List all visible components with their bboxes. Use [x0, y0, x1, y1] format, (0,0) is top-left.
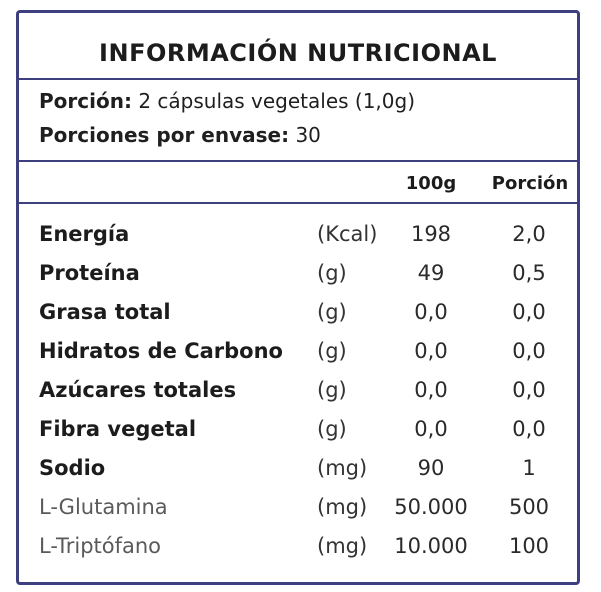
column-header-100g: 100g	[405, 173, 457, 194]
nutrient-name: Fibra vegetal	[39, 417, 197, 441]
nutrient-value-100g: 50.000	[394, 495, 468, 519]
nutrient-value-100g: 0,0	[414, 339, 448, 363]
nutrient-name: L-Glutamina	[39, 495, 168, 519]
nutrient-row-total-fat: Grasa total (g) 0,0 0,0	[19, 300, 577, 334]
nutrient-value-portion: 0,5	[512, 261, 546, 285]
nutrient-value-portion: 500	[508, 495, 550, 519]
nutrient-row-l-tryptophan: L-Triptófano (mg) 10.000 100	[19, 534, 577, 568]
nutrient-unit: (g)	[317, 261, 347, 285]
divider-serving	[19, 160, 577, 162]
label-title: INFORMACIÓN NUTRICIONAL	[99, 39, 497, 67]
nutrient-value-100g: 90	[417, 456, 445, 480]
serving-size-line: Porción: 2 cápsulas vegetales (1,0g)	[39, 89, 415, 113]
nutrient-name: Sodio	[39, 456, 106, 480]
nutrient-row-total-sugars: Azúcares totales (g) 0,0 0,0	[19, 378, 577, 412]
nutrient-value-portion: 1	[522, 456, 536, 480]
nutrient-value-100g: 198	[410, 222, 452, 246]
nutrient-value-100g: 0,0	[414, 300, 448, 324]
nutrient-name: Energía	[39, 222, 130, 246]
nutrient-value-portion: 0,0	[512, 378, 546, 402]
nutrient-name: Grasa total	[39, 300, 171, 324]
nutrient-name: Hidratos de Carbono	[39, 339, 283, 363]
nutrient-row-dietary-fiber: Fibra vegetal (g) 0,0 0,0	[19, 417, 577, 451]
serving-size-value: 2 cápsulas vegetales (1,0g)	[138, 89, 416, 113]
column-header-portion: Porción	[491, 173, 569, 194]
nutrient-row-carbohydrates: Hidratos de Carbono (g) 0,0 0,0	[19, 339, 577, 373]
servings-per-container-label: Porciones por envase:	[39, 123, 290, 147]
servings-per-container-line: Porciones por envase: 30	[39, 123, 321, 147]
servings-per-container-value: 30	[295, 123, 321, 147]
nutrient-value-100g: 10.000	[394, 534, 468, 558]
nutrient-name: Azúcares totales	[39, 378, 237, 402]
nutrient-row-l-glutamine: L-Glutamina (mg) 50.000 500	[19, 495, 577, 529]
nutrient-unit: (mg)	[317, 495, 368, 519]
nutrient-unit: (g)	[317, 378, 347, 402]
nutrient-unit: (Kcal)	[317, 222, 378, 246]
nutrient-value-portion: 2,0	[512, 222, 546, 246]
nutrient-value-portion: 0,0	[512, 339, 546, 363]
nutrient-value-100g: 0,0	[414, 378, 448, 402]
nutrient-value-portion: 0,0	[512, 417, 546, 441]
nutrient-row-energy: Energía (Kcal) 198 2,0	[19, 222, 577, 256]
nutrient-name: L-Triptófano	[39, 534, 162, 558]
nutrient-value-100g: 49	[417, 261, 445, 285]
nutrient-unit: (mg)	[317, 456, 368, 480]
nutrient-unit: (g)	[317, 339, 347, 363]
nutrient-row-protein: Proteína (g) 49 0,5	[19, 261, 577, 295]
nutrient-unit: (mg)	[317, 534, 368, 558]
nutrient-name: Proteína	[39, 261, 140, 285]
nutrient-value-100g: 0,0	[414, 417, 448, 441]
nutrient-unit: (g)	[317, 300, 347, 324]
nutrient-row-sodium: Sodio (mg) 90 1	[19, 456, 577, 490]
serving-size-label: Porción:	[39, 89, 132, 113]
nutrient-value-portion: 0,0	[512, 300, 546, 324]
divider-header	[19, 202, 577, 204]
nutrition-label: INFORMACIÓN NUTRICIONAL Porción: 2 cápsu…	[16, 10, 580, 585]
nutrient-value-portion: 100	[508, 534, 550, 558]
nutrient-unit: (g)	[317, 417, 347, 441]
divider-title	[19, 78, 577, 80]
